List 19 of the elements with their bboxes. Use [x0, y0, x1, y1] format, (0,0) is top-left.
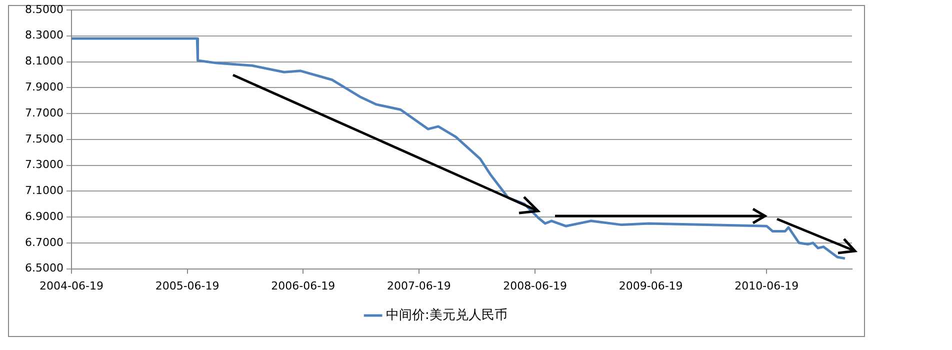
y-tick-label: 7.1000: [24, 184, 64, 198]
y-tick-label: 8.3000: [24, 28, 64, 42]
x-tick-label: 2004-06-19: [40, 279, 104, 292]
y-tick-label: 8.5000: [24, 2, 64, 16]
y-tick-label: 7.9000: [24, 80, 64, 94]
y-tick-label: 7.5000: [24, 132, 64, 146]
y-tick-label: 7.3000: [24, 158, 64, 172]
y-tick-label: 6.5000: [24, 262, 64, 275]
y-tick-label: 8.1000: [24, 54, 64, 68]
legend-label: 中间价:美元兑人民币: [386, 306, 508, 323]
y-tick-label: 7.7000: [24, 106, 64, 120]
x-tick-label: 2010-06-19: [734, 279, 799, 292]
x-tick-label: 2005-06-19: [155, 279, 220, 292]
x-tick-label: 2007-06-19: [386, 279, 451, 292]
x-tick-label: 2006-06-19: [271, 279, 336, 292]
y-tick-label: 6.7000: [24, 236, 64, 249]
x-tick-label: 2009-06-19: [618, 279, 683, 292]
x-tick-label: 2008-06-19: [503, 279, 568, 292]
y-tick-label: 6.9000: [24, 210, 64, 223]
